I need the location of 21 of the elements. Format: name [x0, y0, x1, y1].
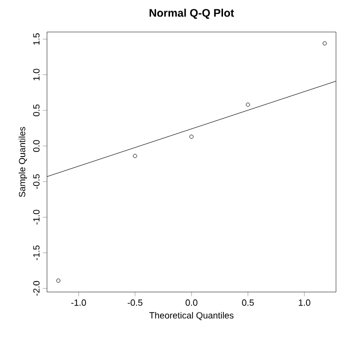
x-axis-title: Theoretical Quantiles — [149, 312, 234, 320]
point — [133, 154, 138, 158]
x-tick-label: -1.0 — [71, 299, 86, 306]
y-tick-label: 1.5 — [33, 33, 40, 45]
chart-title: Normal Q-Q Plot — [150, 8, 234, 19]
y-tick-label: 0.0 — [33, 140, 40, 152]
y-axis-title: Sample Quantiles — [18, 126, 28, 197]
point — [189, 134, 194, 139]
y-tick-label: -0.5 — [33, 174, 40, 189]
x-tick-label: 0.0 — [186, 299, 198, 306]
point — [246, 102, 250, 107]
point — [56, 278, 60, 283]
x-tick-label: 0.5 — [242, 299, 254, 306]
y-tick-label: 0.5 — [33, 104, 40, 116]
x-tick-label: 1.0 — [298, 299, 310, 306]
y-tick-label: -2.0 — [33, 281, 40, 296]
y-tick-label: -1.0 — [33, 210, 40, 225]
point — [322, 41, 327, 46]
y-tick-label: -1.5 — [33, 245, 40, 260]
y-tick-label: 1.0 — [33, 68, 40, 80]
x-tick-label: -0.5 — [128, 299, 142, 306]
